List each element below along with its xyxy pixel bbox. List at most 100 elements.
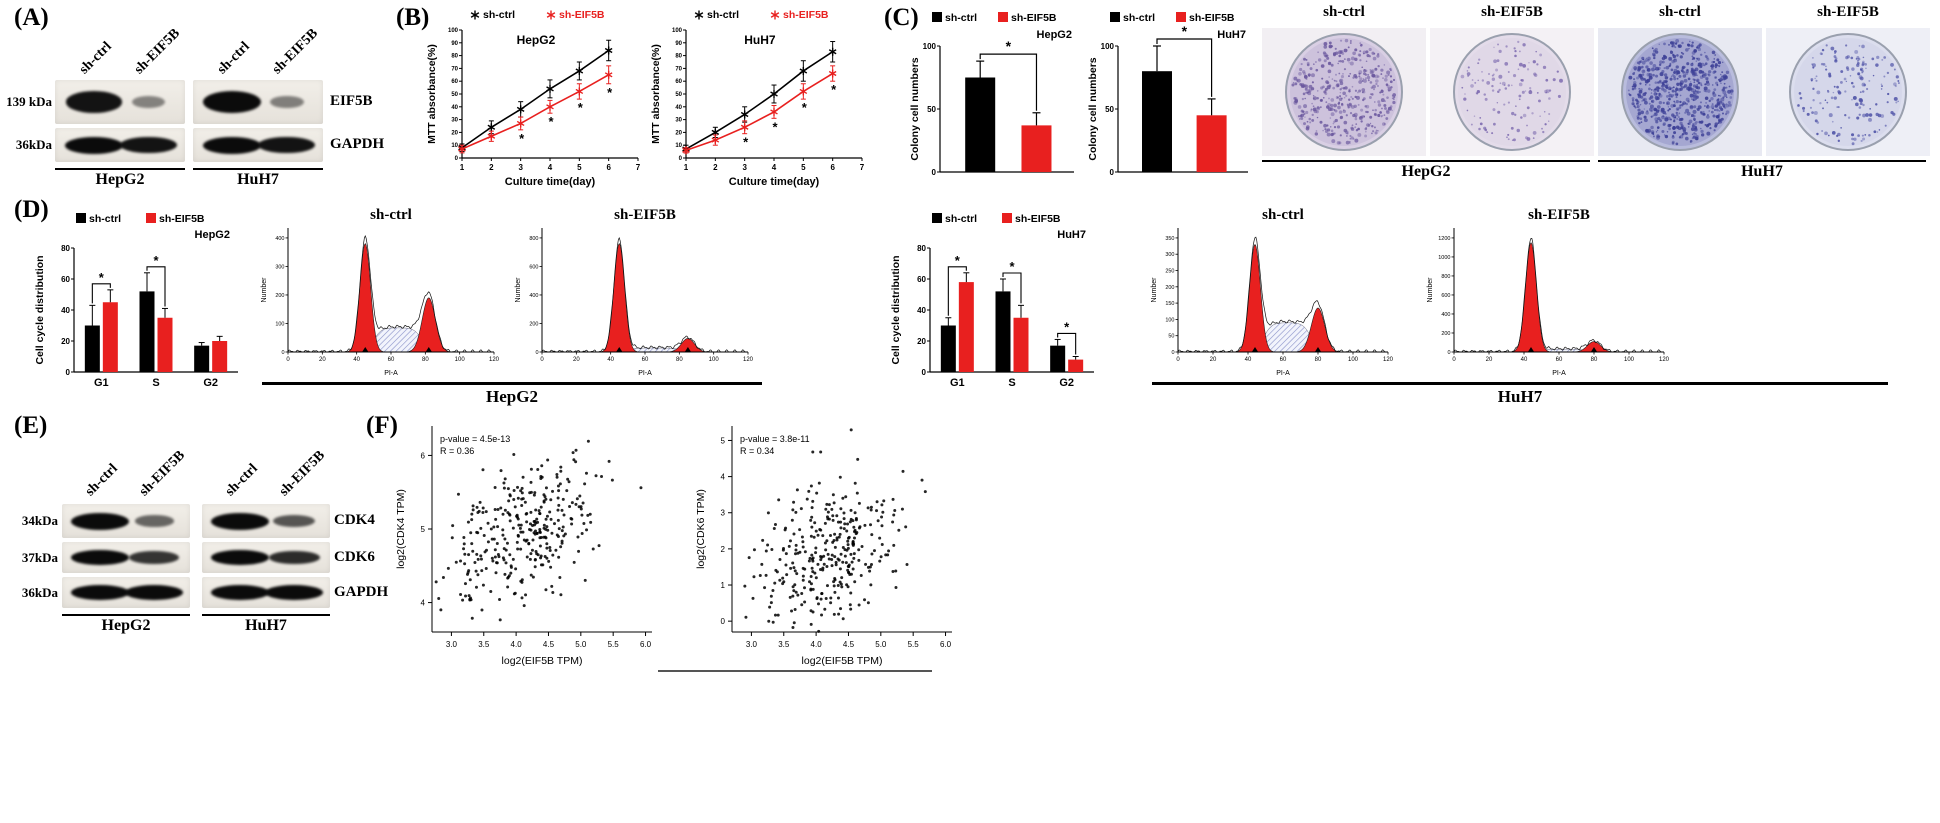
svg-text:300: 300: [275, 264, 284, 270]
colony-chart-huh7: sh-ctrl sh-EIF5B HuH7 0 50 100 * Colony cell nu…: [1086, 8, 1254, 184]
cell-line-underline: [193, 168, 323, 170]
svg-text:60: 60: [1280, 357, 1287, 363]
lane-label: sh-ctrl: [223, 461, 262, 500]
svg-text:5.0: 5.0: [575, 640, 587, 649]
svg-text:600: 600: [529, 264, 538, 270]
svg-text:40: 40: [1521, 357, 1528, 363]
dish-group-underline: [1598, 160, 1926, 162]
svg-text:80: 80: [422, 357, 429, 363]
svg-text:20: 20: [917, 337, 926, 346]
svg-text:40: 40: [451, 105, 458, 111]
svg-text:3: 3: [721, 509, 726, 518]
svg-text:HuH7: HuH7: [1057, 229, 1086, 241]
svg-text:300: 300: [1165, 252, 1174, 258]
svg-text:*: *: [802, 100, 808, 115]
svg-text:*: *: [548, 114, 554, 129]
svg-text:sh-ctrl: sh-ctrl: [483, 9, 515, 21]
svg-text:log2(EIF5B TPM): log2(EIF5B TPM): [802, 655, 883, 667]
svg-text:70: 70: [451, 66, 458, 72]
svg-text:sh-ctrl: sh-ctrl: [370, 207, 412, 223]
cellcycle-chart-hepg2: sh-ctrl sh-EIF5B HepG2 0 20 40 60 80 G1 * S * G2 Cell…: [32, 208, 244, 394]
lane-label: sh-EIF5B: [276, 447, 329, 500]
flow_hepg2_eif5b-svg: sh-EIF5B 0 200 400 600 800 0 20 40 60 80 100 120 PI-A…: [515, 207, 754, 377]
svg-text:*: *: [99, 270, 105, 285]
svg-text:40: 40: [353, 357, 360, 363]
flow_hepg2_ctrl-svg: sh-ctrl 0 100 200 300 400 0 20 40 60 80 100 120 PI-A N…: [261, 207, 500, 377]
svg-text:R = 0.36: R = 0.36: [440, 446, 474, 456]
svg-text:100: 100: [1624, 357, 1635, 363]
svg-text:100: 100: [709, 357, 720, 363]
svg-text:PI-A: PI-A: [384, 370, 398, 377]
protein-name-label: GAPDH: [334, 583, 389, 600]
cell-line-label: HuH7: [245, 617, 287, 634]
svg-text:0: 0: [66, 368, 71, 377]
svg-text:20: 20: [573, 357, 580, 363]
svg-text:HuH7: HuH7: [744, 33, 776, 47]
svg-text:1000: 1000: [1438, 255, 1450, 261]
molecular-weight-label: 36kDa: [15, 137, 52, 152]
svg-text:Number: Number: [1151, 277, 1158, 303]
svg-text:6: 6: [606, 163, 611, 172]
svg-text:G2: G2: [1059, 377, 1074, 389]
svg-text:120: 120: [1383, 357, 1394, 363]
svg-text:60: 60: [61, 275, 70, 284]
svg-text:3.5: 3.5: [778, 640, 790, 649]
svg-text:sh-EIF5B: sh-EIF5B: [559, 9, 605, 21]
svg-text:6.0: 6.0: [940, 640, 952, 649]
svg-text:60: 60: [917, 275, 926, 284]
svg-text:40: 40: [917, 306, 926, 315]
panel-b-label: (B): [396, 4, 430, 31]
svg-text:4.5: 4.5: [843, 640, 855, 649]
svg-text:0: 0: [679, 156, 683, 162]
svg-text:G1: G1: [950, 377, 965, 389]
svg-text:20: 20: [675, 130, 682, 136]
colony-chart-hepg2: sh-ctrl sh-EIF5B HepG2 0 50 100 * Colony cell n…: [908, 8, 1080, 184]
mtt_hepg2-svg: 0 10 20 30 40 50 60 70 80 90 100 1 2 3 4 5 6 7 Culture tim…: [426, 9, 641, 188]
svg-text:5.5: 5.5: [908, 640, 920, 649]
svg-text:20: 20: [61, 337, 70, 346]
svg-text:3.0: 3.0: [446, 640, 458, 649]
cellcycle_huh7-svg: sh-ctrl sh-EIF5B HuH7 0 20 40 60 80 G1 * S * G2 * Cell…: [890, 213, 1094, 389]
svg-text:200: 200: [1441, 331, 1450, 337]
svg-text:Cell cycle distribution: Cell cycle distribution: [34, 255, 46, 364]
svg-text:*: *: [831, 82, 837, 97]
molecular-weight-label: 139 kDa: [6, 94, 52, 109]
svg-text:30: 30: [451, 118, 458, 124]
svg-text:*: *: [1182, 23, 1188, 39]
panel-e-western-blot: sh-ctrl sh-EIF5B sh-ctrl sh-EIF5B 34kDa CDK4 3…: [0, 412, 392, 652]
molecular-weight-label: 36kDa: [21, 584, 58, 600]
svg-text:3.0: 3.0: [746, 640, 758, 649]
protein-band: [211, 512, 270, 530]
protein-band: [125, 584, 184, 601]
svg-text:90: 90: [675, 41, 682, 47]
protein-band: [269, 95, 304, 109]
cell-line-underline: [62, 614, 190, 616]
colony-dish-photo: [1598, 28, 1762, 156]
svg-text:sh-EIF5B: sh-EIF5B: [783, 9, 829, 21]
svg-text:90: 90: [451, 41, 458, 47]
svg-text:400: 400: [275, 236, 284, 242]
svg-text:1: 1: [684, 163, 689, 172]
flow-histogram-hepg2-eif5b: sh-EIF5B 0 200 400 600 800 0 20 40 60 80 100 120 PI-A…: [512, 206, 760, 378]
svg-text:50: 50: [927, 105, 936, 114]
svg-text:sh-ctrl: sh-ctrl: [945, 12, 977, 24]
svg-text:40: 40: [61, 306, 70, 315]
svg-text:5: 5: [577, 163, 582, 172]
svg-text:0: 0: [1110, 168, 1115, 177]
panel-f-underline: [658, 670, 932, 672]
protein-band: [120, 136, 177, 154]
protein-band: [65, 136, 123, 154]
svg-text:100: 100: [1348, 357, 1359, 363]
svg-text:0: 0: [1452, 357, 1456, 363]
svg-text:5: 5: [721, 436, 726, 445]
panel-a-label: (A): [14, 4, 49, 31]
svg-text:80: 80: [1315, 357, 1322, 363]
svg-text:0: 0: [540, 357, 544, 363]
svg-text:*: *: [1064, 319, 1070, 334]
protein-band: [265, 584, 324, 601]
svg-text:30: 30: [675, 118, 682, 124]
svg-text:4.0: 4.0: [811, 640, 823, 649]
svg-text:MTT absorbance(%): MTT absorbance(%): [426, 44, 438, 144]
svg-text:60: 60: [451, 79, 458, 85]
svg-text:400: 400: [1441, 312, 1450, 318]
